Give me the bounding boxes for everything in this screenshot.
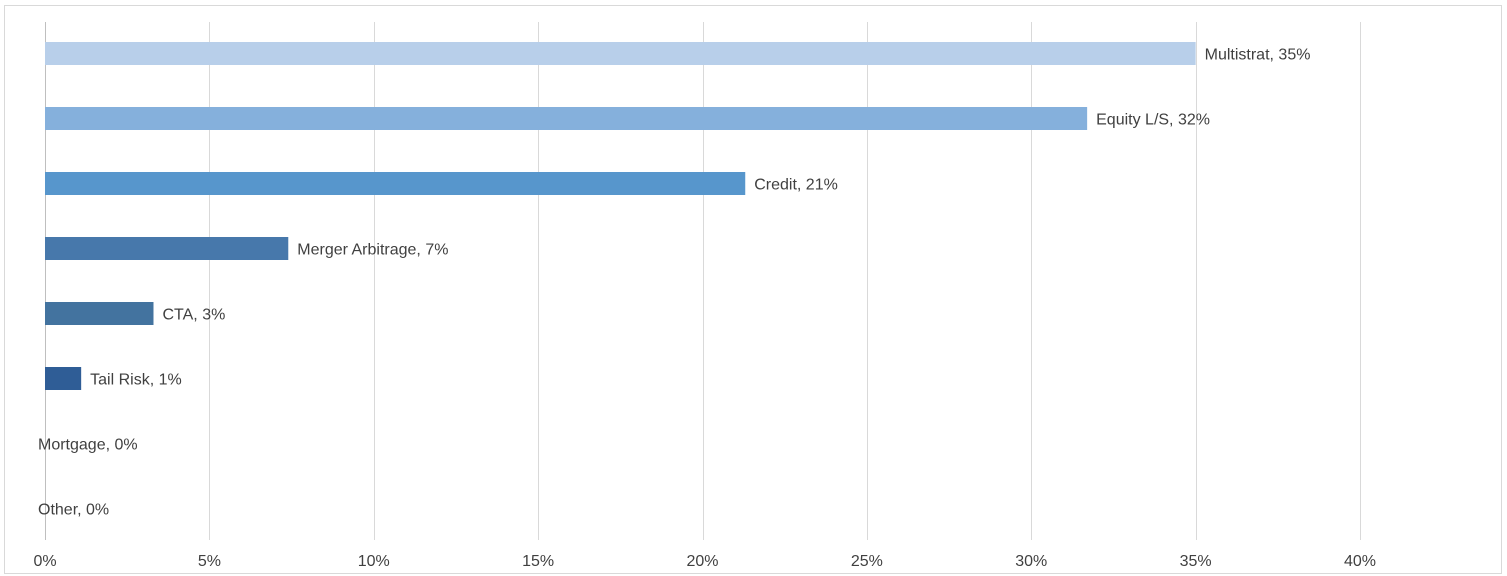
bar	[45, 172, 746, 195]
x-tick-label: 15%	[522, 553, 554, 570]
data-label: Mortgage, 0%	[38, 437, 138, 454]
bar	[45, 302, 154, 325]
data-label: Equity L/S, 32%	[1096, 112, 1210, 129]
bar	[45, 367, 82, 390]
x-tick-label: 40%	[1344, 553, 1376, 570]
x-tick-label: 25%	[851, 553, 883, 570]
data-label: Multistrat, 35%	[1205, 47, 1311, 64]
data-label: Merger Arbitrage, 7%	[297, 242, 448, 259]
x-tick-label: 20%	[686, 553, 718, 570]
data-label: Tail Risk, 1%	[90, 372, 182, 389]
bar	[45, 237, 289, 260]
bar	[45, 42, 1196, 65]
x-tick-label: 35%	[1180, 553, 1212, 570]
x-tick-label: 0%	[33, 553, 56, 570]
x-tick-label: 30%	[1015, 553, 1047, 570]
x-tick-label: 10%	[358, 553, 390, 570]
chart-frame	[4, 5, 1502, 574]
data-label: CTA, 3%	[162, 307, 225, 324]
data-labels: Multistrat, 35% Equity L/S, 32% Credit, 21…	[38, 47, 1310, 519]
data-label: Credit, 21%	[754, 177, 838, 194]
x-tick-label: 5%	[198, 553, 221, 570]
bar	[45, 107, 1088, 130]
bars	[45, 42, 1196, 390]
gridlines	[45, 22, 1361, 540]
data-label: Other, 0%	[38, 502, 109, 519]
x-axis-tick-labels: 0% 5% 10% 15% 20% 25% 30% 35% 40%	[33, 553, 1376, 570]
